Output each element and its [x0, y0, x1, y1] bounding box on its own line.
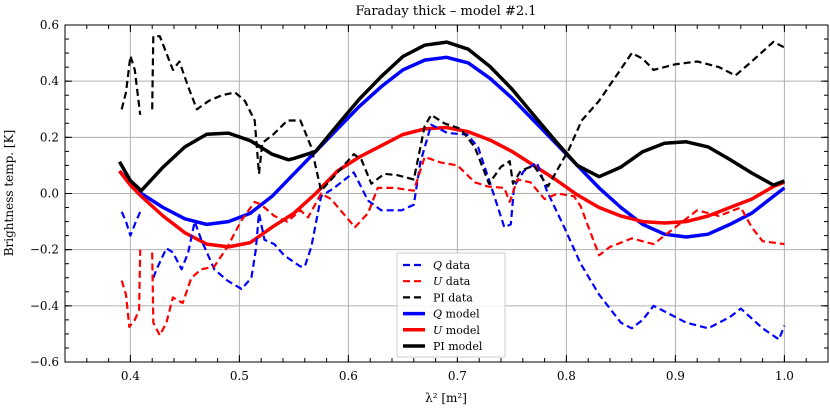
series-pi-model	[117, 40, 786, 193]
x-tick-label: 0.9	[666, 369, 685, 383]
y-tick-label: 0.0	[40, 187, 59, 201]
legend-label: Q model	[433, 308, 480, 321]
y-tick-labels: −0.6 −0.4 −0.2 0.0 0.2 0.4 0.6	[30, 18, 60, 369]
legend-label-text: model	[442, 324, 480, 337]
series-pi-data	[120, 35, 785, 192]
x-tick-label: 0.5	[230, 369, 249, 383]
y-tick-label: 0.4	[40, 74, 59, 88]
legend-label: PI data	[433, 291, 473, 304]
legend-label: PI model	[433, 340, 483, 353]
legend-label-text: data	[442, 275, 471, 288]
y-tick-label: 0.6	[40, 18, 59, 32]
y-tick-label: −0.6	[30, 355, 59, 369]
x-axis-label: λ² [m²]	[425, 391, 467, 405]
ticks	[64, 24, 829, 363]
y-axis-label: Brightness temp. [K]	[2, 130, 16, 257]
series-lines	[117, 35, 786, 341]
legend-label-text: data	[442, 259, 471, 272]
y-tick-label: −0.2	[30, 243, 59, 257]
legend-label-text: PI model	[433, 340, 483, 353]
legend-label: U data	[433, 275, 471, 288]
x-tick-label: 0.8	[557, 369, 576, 383]
legend-label-symbol: Q	[433, 308, 442, 321]
y-tick-label: 0.2	[40, 130, 59, 144]
x-tick-label: 0.4	[121, 369, 140, 383]
x-tick-labels: 0.4 0.5 0.6 0.7 0.8 0.9 1.0	[121, 369, 794, 383]
x-tick-label: 0.6	[339, 369, 358, 383]
legend-label-text: PI data	[433, 291, 473, 304]
x-tick-label: 1.0	[775, 369, 794, 383]
legend-label-symbol: Q	[433, 259, 442, 272]
legend-box	[396, 252, 506, 358]
series-u-model	[118, 125, 786, 249]
x-tick-label: 0.7	[448, 369, 467, 383]
series-u-data	[120, 155, 785, 337]
chart-title: Faraday thick – model #2.1	[355, 4, 536, 19]
legend-label-symbol: U	[433, 324, 443, 337]
legend-label-symbol: U	[433, 275, 443, 288]
y-tick-label: −0.4	[30, 299, 60, 313]
grid	[65, 25, 828, 362]
legend-label-text: model	[442, 308, 480, 321]
legend-label: Q data	[433, 259, 471, 272]
legend-label: U model	[433, 324, 480, 337]
series-q-model	[118, 55, 786, 239]
